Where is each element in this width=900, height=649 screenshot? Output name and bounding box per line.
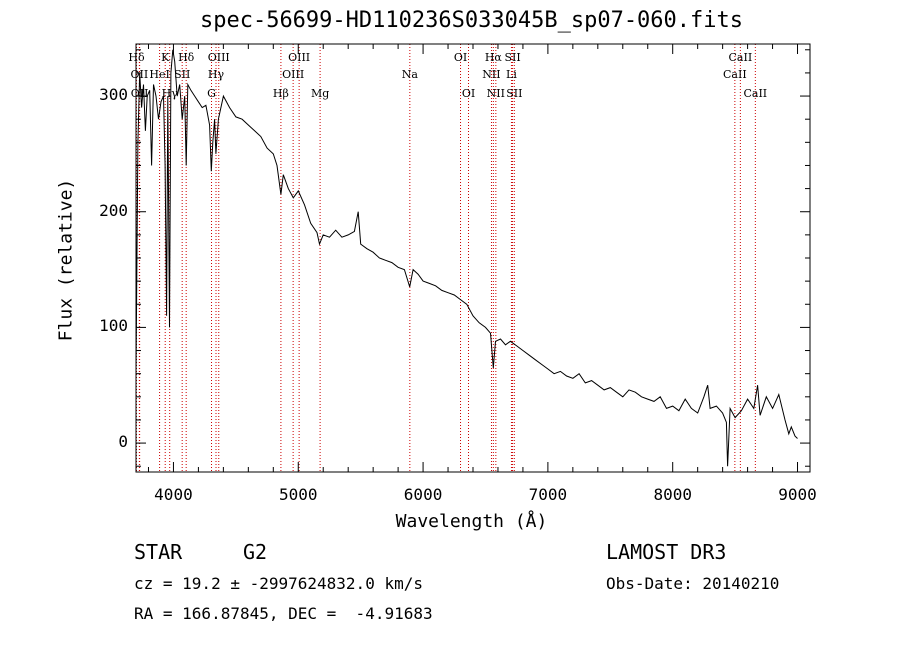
coordinates: RA = 166.87845, DEC = -4.91683	[134, 604, 433, 623]
object-subclass: G2	[243, 540, 268, 564]
x-tick-label: 7000	[528, 485, 568, 504]
marker-label-23: SII	[506, 87, 522, 100]
marker-label-12: OIII	[288, 51, 310, 64]
marker-label-6: Hδ	[178, 51, 195, 64]
x-tick-label: 8000	[653, 485, 692, 504]
marker-label-3: K	[161, 51, 170, 64]
marker-label-7: SII	[174, 68, 190, 81]
marker-label-22: Li	[506, 68, 517, 81]
marker-label-24: CaII	[729, 51, 753, 64]
marker-label-9: Hγ	[208, 68, 225, 81]
line-markers	[135, 44, 756, 472]
marker-label-18: Hα	[485, 51, 503, 64]
marker-label-25: CaII	[723, 68, 747, 81]
obs-date: Obs-Date: 20140210	[606, 574, 780, 593]
marker-label-13: OIII	[282, 68, 304, 81]
marker-label-1: OII	[131, 68, 149, 81]
x-axis-label: Wavelength (Å)	[395, 511, 548, 532]
marker-label-2: OII	[131, 87, 149, 100]
marker-label-0: Hδ	[128, 51, 145, 64]
x-tick-label: 9000	[778, 485, 817, 504]
y-tick-label: 200	[99, 200, 128, 220]
plot-frame	[135, 43, 811, 473]
y-tick-label: 300	[99, 85, 128, 105]
redshift-text: cz = 19.2 ± -2997624832.0 km/s	[134, 574, 423, 593]
marker-label-8: OIII	[208, 51, 230, 64]
marker-label-4: HeI	[149, 68, 169, 81]
y-tick-label: 100	[99, 316, 128, 336]
marker-label-14: Mg	[311, 87, 329, 100]
x-tick-label: 5000	[278, 485, 318, 504]
marker-label-17: OI	[462, 87, 475, 100]
x-tick-label: 4000	[154, 485, 193, 504]
marker-label-20: NII	[487, 87, 505, 100]
marker-label-11: Hβ	[273, 87, 289, 100]
marker-label-21: SII	[504, 51, 520, 64]
x-tick-label: 6000	[403, 485, 443, 504]
object-class: STAR	[134, 540, 183, 564]
axis-ticks	[136, 44, 810, 472]
marker-label-15: Na	[402, 68, 419, 81]
line-marker-labels: Hδ OII OII K HeI Hγ Hδ SII OIII Hγ G Hβ OIII OIII Mg Na…	[128, 51, 767, 100]
marker-label-5: Hγ	[162, 87, 179, 100]
marker-label-19: NII	[482, 68, 500, 81]
marker-label-10: G	[207, 87, 216, 100]
marker-label-26: CaII	[743, 87, 767, 100]
y-tick-label: 0	[118, 432, 128, 452]
flux-series-line	[135, 49, 798, 467]
marker-label-16: OI	[454, 51, 467, 64]
chart-title: spec-56699-HD110236S033045B_sp07-060.fit…	[199, 8, 744, 33]
survey-name: LAMOST DR3	[606, 540, 727, 564]
